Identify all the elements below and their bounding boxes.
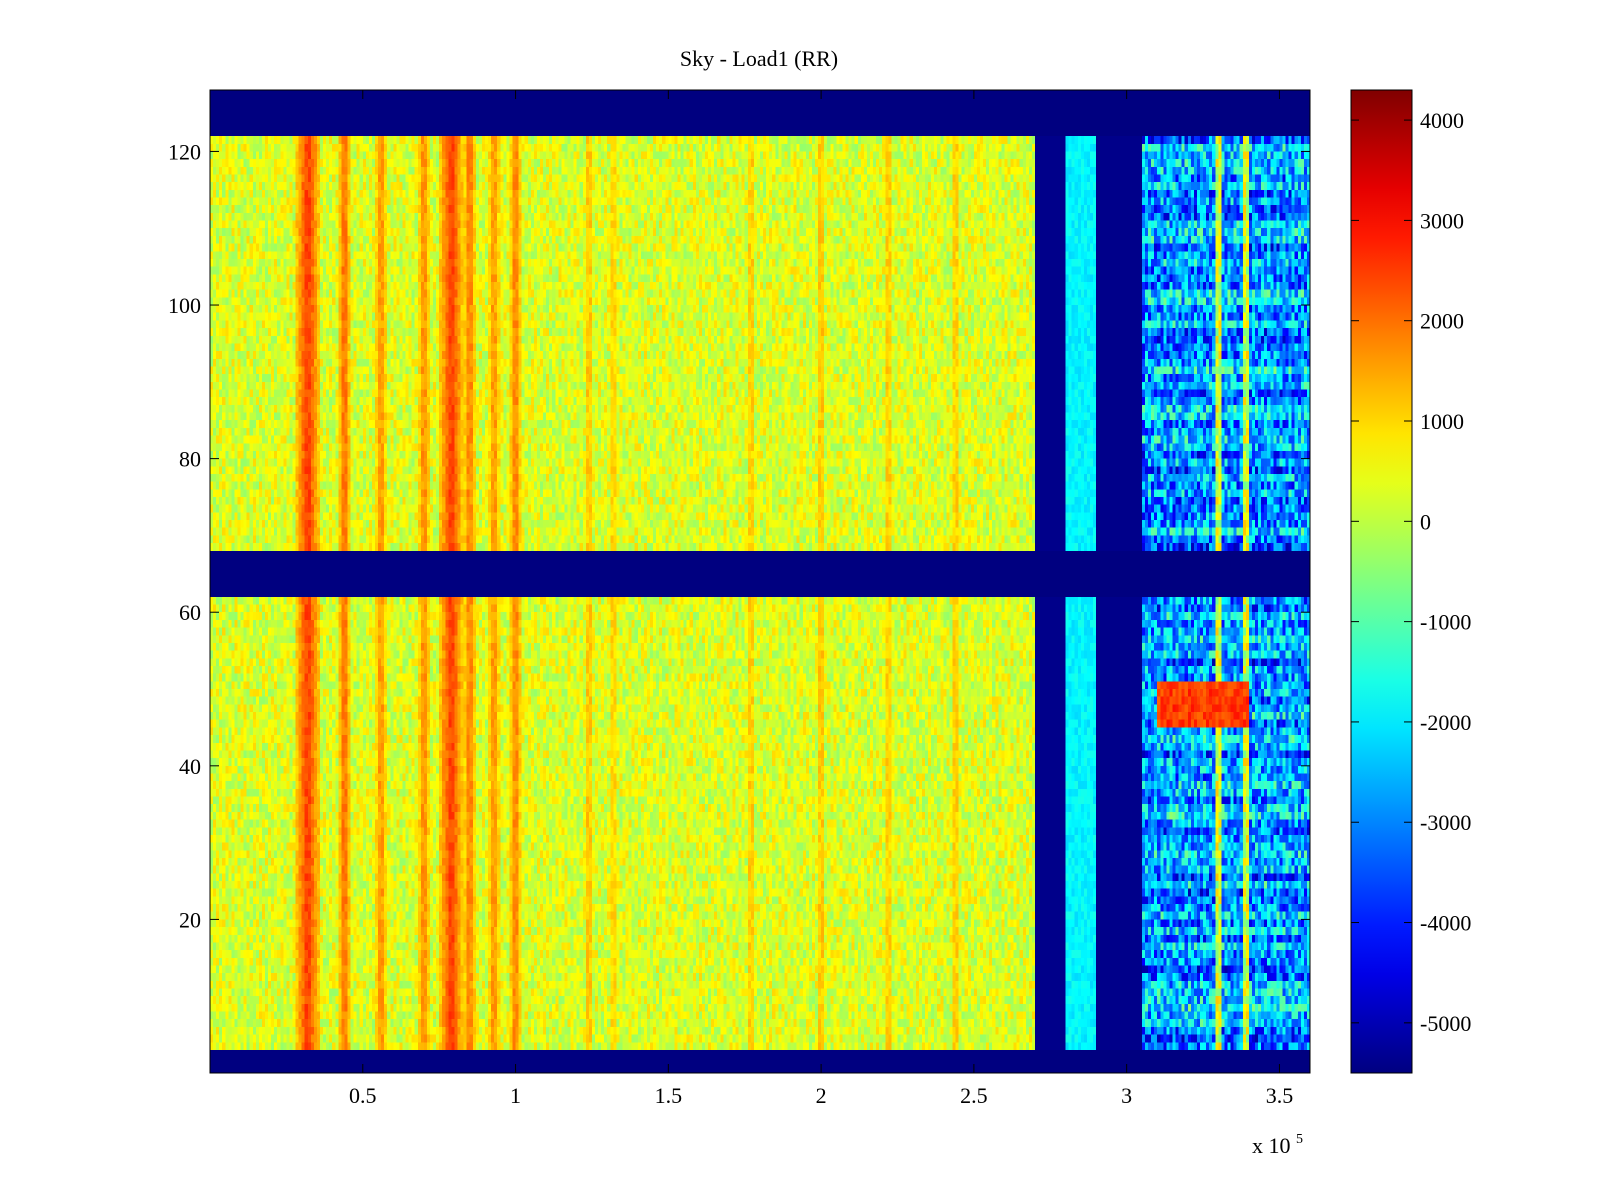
x-tick-label: 0.5 <box>349 1083 377 1108</box>
heatmap-raster <box>210 90 1310 1073</box>
colorbar-tick-label: -3000 <box>1420 810 1471 835</box>
colorbar: 4000 3000 2000 1000 0 -1000 -2000 -3000 -4000 -50… <box>1350 89 1471 1074</box>
x-tick-label: 1 <box>510 1083 521 1108</box>
x-tick-label: 2 <box>816 1083 827 1108</box>
plot-frame <box>209 89 1311 1074</box>
y-tick-label: 40 <box>179 754 201 779</box>
colorbar-tick-label: -2000 <box>1420 710 1471 735</box>
colorbar-tick-label: -4000 <box>1420 911 1471 936</box>
chart-title: Sky - Load1 (RR) <box>680 46 838 71</box>
y-tick-label: 120 <box>168 139 201 164</box>
x-tick-label: 2.5 <box>960 1083 988 1108</box>
x-tick-label: 3 <box>1121 1083 1132 1108</box>
colorbar-tick-label: 4000 <box>1420 108 1464 133</box>
colorbar-tick-label: -5000 <box>1420 1011 1471 1036</box>
svg-text:x 10 5: x 10 5 <box>1252 1132 1303 1158</box>
x-exponent-label: x 10 5 <box>1252 1132 1303 1158</box>
colorbar-tick-label: 0 <box>1420 509 1431 534</box>
colorbar-tick-label: -1000 <box>1420 610 1471 635</box>
y-tick-label: 80 <box>179 447 201 472</box>
plot-area: 0.5 1 1.5 2 2.5 3 3.5 20 40 60 80 100 120 <box>168 89 1311 1108</box>
colorbar-tick-label: 3000 <box>1420 208 1464 233</box>
x-tick-label: 1.5 <box>655 1083 683 1108</box>
x-tick-label: 3.5 <box>1266 1083 1294 1108</box>
y-tick-label: 60 <box>179 600 201 625</box>
y-tick-label: 100 <box>168 293 201 318</box>
colorbar-tick-label: 1000 <box>1420 409 1464 434</box>
y-tick-label: 20 <box>179 907 201 932</box>
colorbar-gradient <box>1350 89 1413 1074</box>
x-exponent-base: x 10 <box>1252 1133 1291 1158</box>
colorbar-tick-label: 2000 <box>1420 309 1464 334</box>
x-exponent-power: 5 <box>1296 1132 1303 1147</box>
